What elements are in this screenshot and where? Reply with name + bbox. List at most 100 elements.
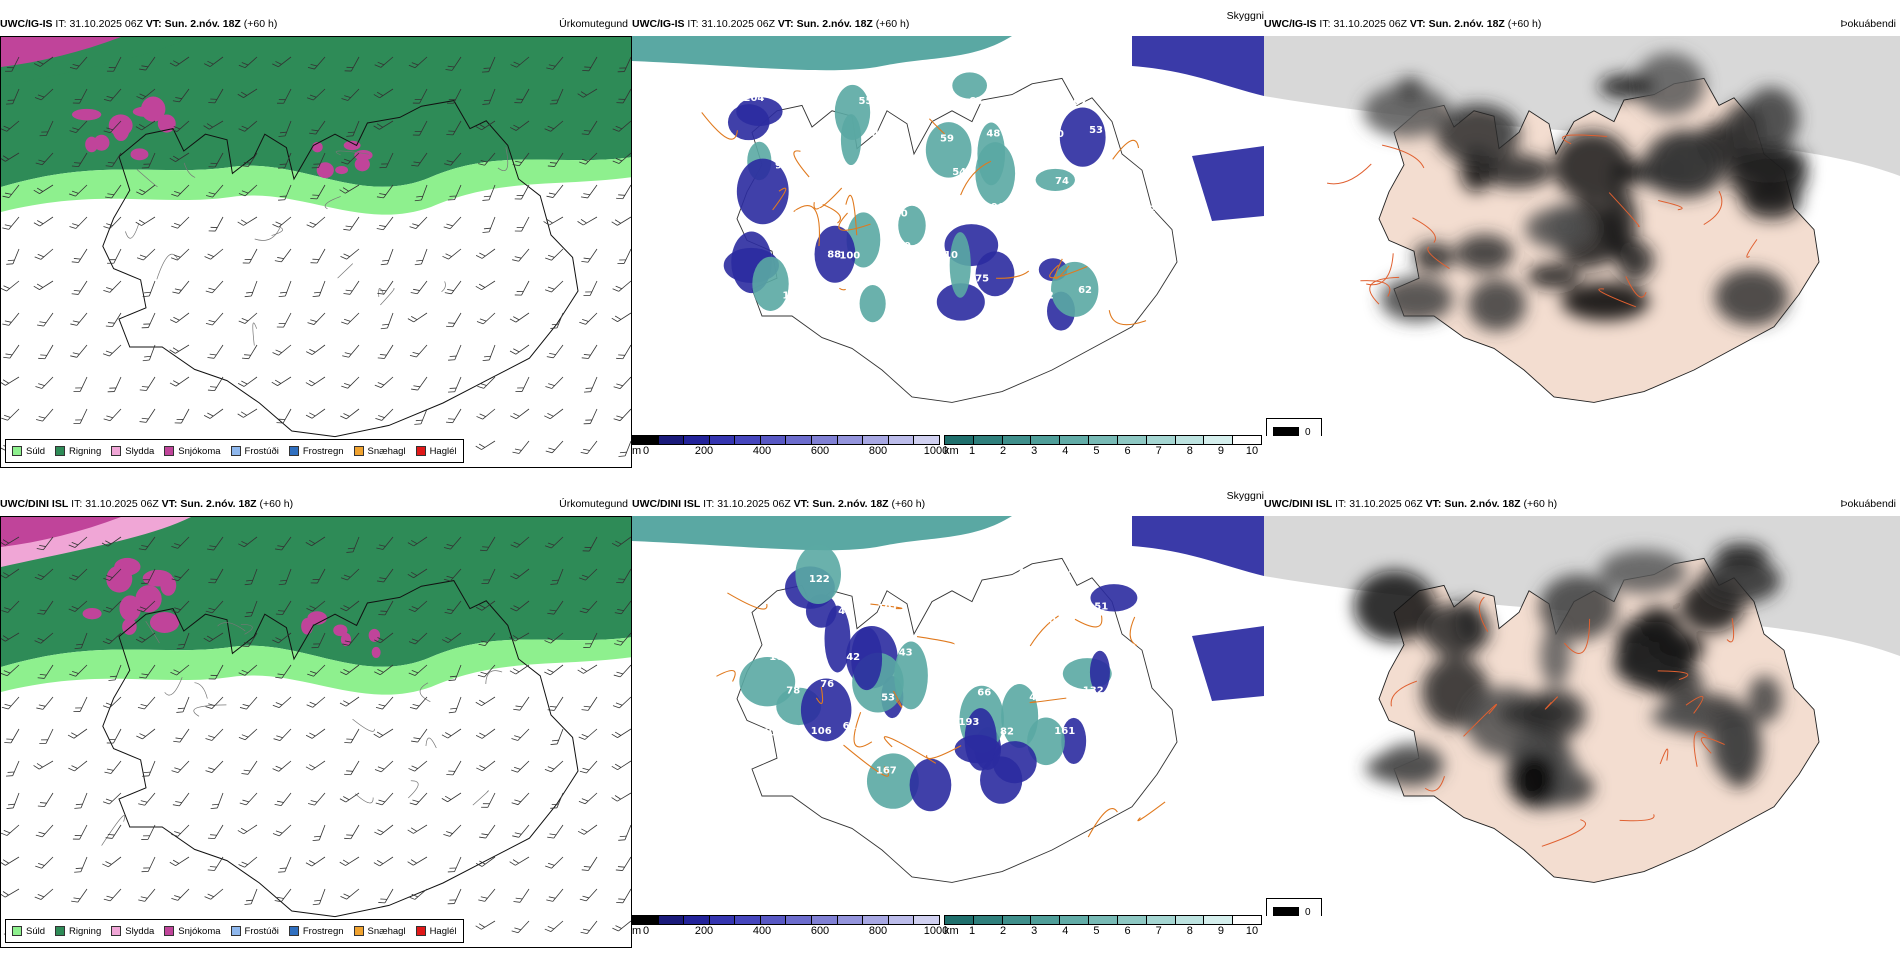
cloud-base-unit: m — [632, 925, 642, 937]
visibility-value-label: 54 — [952, 167, 966, 178]
colorbar-tick: 7 — [1155, 925, 1162, 937]
visibility-value-label: 98 — [775, 160, 789, 171]
fog-indicator-map: 060 — [1264, 516, 1900, 916]
visibility-value-label: 55 — [915, 571, 929, 582]
init-time-label: IT: — [687, 18, 699, 30]
precip-type-panel: UWC/IG-IS IT: 31.10.2025 06Z VT: Sun. 2.… — [0, 12, 632, 468]
colorbar-cell — [863, 436, 889, 444]
init-time-label: IT: — [1335, 498, 1347, 510]
precip-legend-item: Snjókoma — [164, 446, 221, 457]
visibility-value-label: 57 — [1002, 642, 1016, 653]
visibility-value-label: 46 — [1018, 567, 1032, 578]
visibility-map: 247 122 51 55 66 46 47 39 59 43 101 95 97 106 51 78 91 42… — [632, 516, 1264, 916]
visibility-panel: UWC/DINI ISL IT: 31.10.2025 06Z VT: Sun.… — [632, 490, 1264, 947]
colorbar-cell — [684, 916, 710, 924]
model-name: UWC/IG-IS — [1264, 18, 1317, 30]
visibility-value-label: 298 — [773, 130, 794, 141]
init-time: 31.10.2025 06Z — [1349, 498, 1423, 510]
visibility-colorbar: km 1 2 3 4 5 6 7 8 9 10 — [944, 435, 1262, 467]
model-name: UWC/IG-IS — [0, 18, 53, 30]
legend-label: Frostregn — [302, 925, 344, 937]
visibility-unit: km — [944, 445, 959, 457]
visibility-value-label: 78 — [786, 686, 800, 697]
visibility-value-label: 55 — [859, 96, 873, 107]
colorbar-cell — [658, 436, 685, 444]
visibility-value-label: 42 — [846, 652, 860, 663]
colorbar-cell — [735, 436, 761, 444]
panel-title: Skyggni — [1226, 490, 1264, 502]
visibility-value-label: 101 — [877, 603, 898, 614]
visibility-value-label: 75 — [975, 273, 989, 284]
visibility-value-label: 53 — [881, 692, 895, 703]
colorbar-cell — [945, 916, 974, 924]
valid-time-label: VT: — [1425, 498, 1442, 510]
visibility-value-label: 167 — [876, 765, 897, 776]
visibility-value-label: 122 — [809, 574, 830, 585]
precip-legend-item: Frostregn — [288, 446, 344, 457]
colorbar-tick: 1000 — [923, 925, 949, 937]
visibility-value-label: 47 — [1056, 642, 1070, 653]
lead-time: (+60 h) — [1507, 18, 1542, 30]
visibility-value-label: 59 — [940, 133, 954, 144]
visibility-value-label: 90 — [1156, 134, 1170, 145]
panel-title: Úrkomutegund — [559, 498, 628, 510]
legend-swatch — [111, 926, 122, 936]
colorbar-tick: 6 — [1124, 925, 1131, 937]
colorbar-cell — [1060, 916, 1090, 924]
legend-swatch — [12, 926, 22, 936]
colorbar-cell — [658, 916, 685, 924]
visibility-value-label: 59 — [777, 612, 791, 623]
panel-title: Þokuábendi — [1840, 498, 1896, 510]
visibility-value-label: 95 — [940, 615, 954, 626]
visibility-value-label: 97 — [996, 608, 1010, 619]
model-name: UWC/DINI ISL — [0, 498, 69, 510]
colorbar-cell — [888, 916, 915, 924]
colorbar-tick: 5 — [1093, 925, 1100, 937]
colorbar-cell — [684, 436, 710, 444]
panel-header: UWC/IG-IS IT: 31.10.2025 06Z VT: Sun. 2.… — [0, 18, 632, 36]
colorbar-cell — [760, 436, 787, 444]
legend-swatch — [230, 446, 241, 456]
panel-header: UWC/DINI ISL IT: 31.10.2025 06Z VT: Sun.… — [1264, 498, 1900, 516]
visibility-value-label: 142 — [775, 237, 796, 248]
visibility-value-label: 93 — [818, 207, 832, 218]
visibility-value-label: 53 — [1089, 125, 1103, 136]
visibility-value-label: 66 — [967, 569, 981, 580]
colorbar-tick: 1000 — [923, 445, 949, 457]
init-time-label: IT: — [703, 498, 715, 510]
fog-indicator-panel: UWC/IG-IS IT: 31.10.2025 06Z VT: Sun. 2.… — [1264, 12, 1900, 467]
legend-label: Slydda — [125, 925, 155, 937]
visibility-value-label: 91 — [802, 648, 816, 659]
colorbar-tick: 3 — [1031, 925, 1038, 937]
lead-time: (+60 h) — [875, 18, 910, 30]
legend-label: Slydda — [125, 445, 155, 457]
visibility-value-label: 132 — [1134, 694, 1155, 705]
panel-header: UWC/IG-IS IT: 31.10.2025 06Z VT: Sun. 2.… — [1264, 18, 1900, 36]
colorbar-cell — [914, 436, 939, 444]
panel-title: Skyggni — [1226, 10, 1264, 22]
legend-swatch — [164, 446, 175, 456]
legend-swatch — [55, 446, 66, 456]
fog-legend-swatch — [1273, 907, 1299, 916]
visibility-value-label: 170 — [1115, 642, 1136, 653]
model-name: UWC/IG-IS — [632, 18, 685, 30]
panel-header: UWC/DINI ISL IT: 31.10.2025 06Z VT: Sun.… — [632, 490, 1264, 516]
visibility-value-label: 43 — [899, 648, 913, 659]
visibility-value-label: 100 — [839, 250, 860, 261]
visibility-value-label: 65 — [1063, 241, 1077, 252]
colorbar-cell — [837, 916, 864, 924]
visibility-value-label: 126 — [1142, 205, 1163, 216]
visibility-value-label: 43 — [916, 97, 930, 108]
visibility-value-label: 53 — [808, 165, 822, 176]
colorbar-cell — [735, 916, 761, 924]
visibility-value-label: 88 — [827, 249, 841, 260]
colorbar-tick: 1 — [968, 925, 976, 937]
legend-label: Súld — [26, 445, 46, 457]
visibility-value-label: 10 — [944, 250, 958, 261]
legend-label: Haglél — [429, 925, 457, 937]
panel-title: Úrkomutegund — [559, 18, 628, 30]
colorbar-cell — [914, 916, 939, 924]
init-time: 31.10.2025 06Z — [85, 498, 159, 510]
legend-swatch — [353, 446, 364, 456]
legend-label: Haglél — [429, 445, 457, 457]
